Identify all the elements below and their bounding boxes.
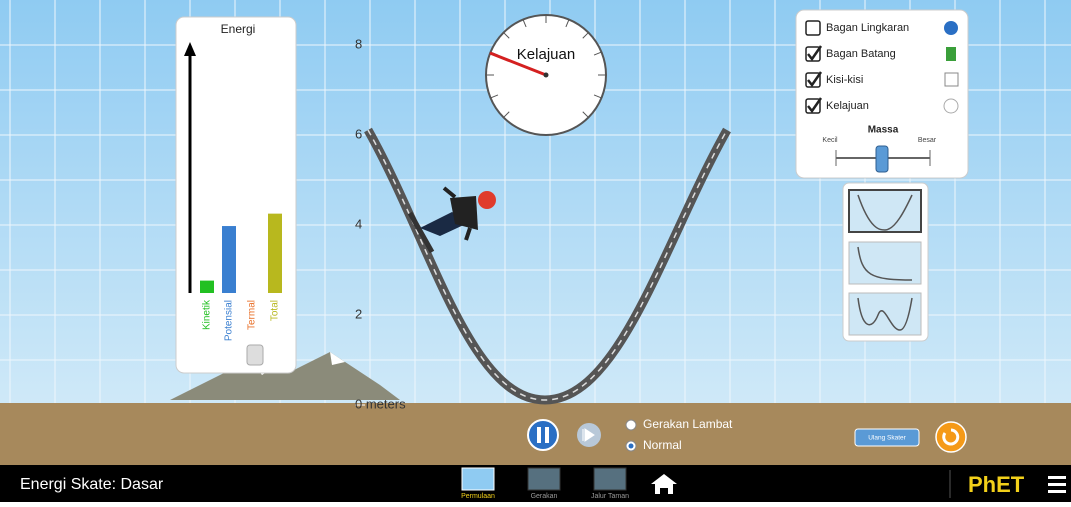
pause-icon (545, 427, 549, 443)
energy-bar-label: Termal (247, 300, 258, 330)
bar-icon (946, 47, 956, 61)
zoom-button[interactable] (247, 345, 263, 365)
pie-icon (944, 21, 958, 35)
radio-normal-label: Normal (643, 438, 682, 452)
height-tick-label: 0 meters (355, 396, 406, 411)
tab-icon[interactable] (528, 468, 560, 490)
energy-bar (268, 214, 282, 293)
sim-title: Energi Skate: Dasar (20, 476, 164, 493)
height-tick-label: 8 (355, 36, 362, 51)
pause-button[interactable] (528, 420, 558, 450)
tab-label: Jalur Taman (591, 493, 629, 500)
energy-bar (200, 281, 214, 293)
scene-thumb[interactable] (849, 242, 921, 284)
sim-screen: 8 6 4 2 0 meters Energi Kinetik Potensial Term… (0, 0, 1071, 502)
height-tick-label: 4 (355, 216, 362, 231)
reset-all-button[interactable] (936, 422, 966, 452)
scene-thumb[interactable] (849, 293, 921, 335)
energy-title: Energi (221, 22, 256, 36)
menu-button[interactable] (1048, 476, 1066, 493)
radio-dot (629, 444, 634, 449)
reset-skater-label: Ulang Skater (868, 435, 906, 442)
tabs: Permulaan Gerakan Jalur Taman (461, 468, 629, 500)
speed-icon (944, 99, 958, 113)
tab-label: Permulaan (461, 493, 495, 500)
radio-slow-label: Gerakan Lambat (643, 417, 733, 431)
checkbox-label: Bagan Lingkaran (826, 22, 909, 34)
energy-bar-label: Potensial (224, 300, 235, 341)
speedometer-label: Kelajuan (517, 46, 575, 63)
scene-thumb[interactable] (849, 190, 921, 232)
mass-slider-thumb[interactable] (876, 146, 888, 172)
checkbox-label: Bagan Batang (826, 48, 896, 60)
mass-min: Kecil (822, 137, 838, 144)
energy-bar-label: Kinetik (202, 299, 213, 330)
mass-title: Massa (868, 125, 899, 136)
radio-slow[interactable] (626, 420, 636, 430)
energy-bar-label: Total (270, 300, 281, 321)
tab-label: Gerakan (531, 493, 558, 500)
phet-logo[interactable]: PhET (968, 472, 1025, 497)
checkbox-label: Kelajuan (826, 100, 869, 112)
checkbox[interactable] (806, 21, 820, 35)
pause-icon (537, 427, 541, 443)
needle-hub (544, 73, 549, 78)
tab-icon[interactable] (594, 468, 626, 490)
mass-max: Besar (918, 137, 937, 144)
energy-bar (222, 226, 236, 293)
checkbox-label: Kisi-kisi (826, 74, 863, 86)
tab-icon[interactable] (462, 468, 494, 490)
height-tick-label: 2 (355, 306, 362, 321)
height-tick-label: 6 (355, 126, 362, 141)
